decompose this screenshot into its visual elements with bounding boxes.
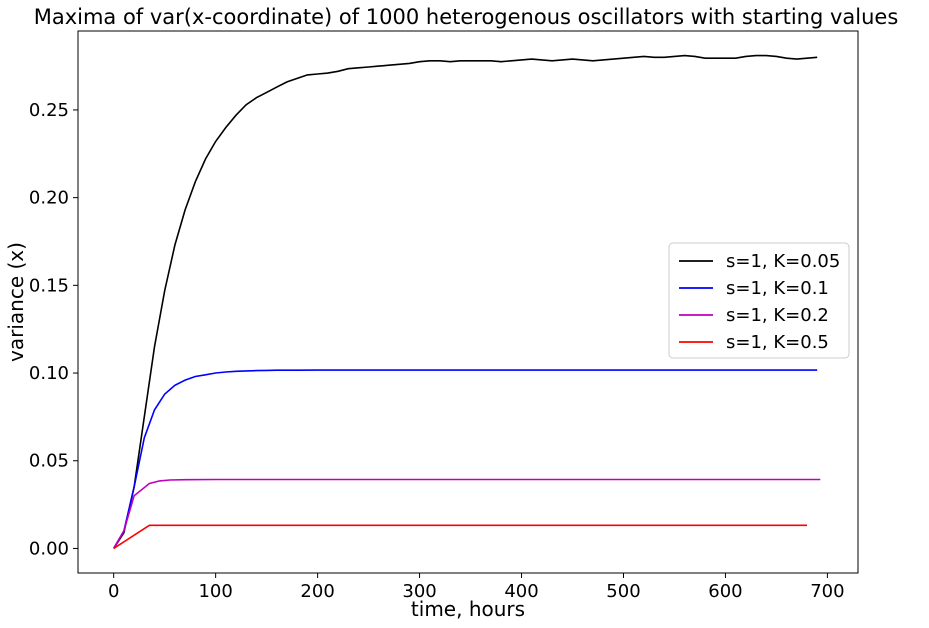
- series-line-2: [113, 478, 821, 549]
- x-tick-label: 100: [198, 581, 232, 602]
- y-tick-label: 0.05: [29, 451, 69, 472]
- series-line-1: [113, 369, 818, 549]
- x-axis: 0 100 200 300 400 500 600 700: [108, 573, 845, 602]
- x-tick-label: 700: [810, 581, 844, 602]
- y-tick-label: 0.10: [29, 363, 69, 384]
- y-tick-label: 0.00: [29, 538, 69, 559]
- series-line-3: [113, 524, 807, 550]
- legend: s=1, K=0.05 s=1, K=0.1 s=1, K=0.2 s=1, K=0.…: [668, 242, 850, 359]
- x-axis-title: time, hours: [411, 597, 525, 621]
- legend-entry-3: s=1, K=0.5: [726, 332, 829, 353]
- series-line-0: [113, 54, 818, 549]
- x-tick-label: 600: [708, 581, 742, 602]
- legend-box: [668, 242, 850, 359]
- x-tick-label: 0: [108, 581, 119, 602]
- y-tick-label: 0.15: [29, 275, 69, 296]
- x-tick-label: 200: [300, 581, 334, 602]
- legend-entry-1: s=1, K=0.1: [726, 278, 829, 299]
- y-axis-title: variance (x): [4, 242, 28, 362]
- y-tick-label: 0.25: [29, 100, 69, 121]
- x-tick-label: 300: [402, 581, 436, 602]
- y-tick-label: 0.20: [29, 188, 69, 209]
- legend-entry-0: s=1, K=0.05: [726, 251, 840, 272]
- legend-entry-2: s=1, K=0.2: [726, 305, 829, 326]
- plot-frame: [77, 30, 859, 574]
- plot-area: [113, 54, 821, 550]
- x-tick-label: 400: [504, 581, 538, 602]
- x-tick-label: 500: [606, 581, 640, 602]
- y-axis: 0.00 0.05 0.10 0.15 0.20 0.25: [29, 100, 78, 559]
- chart-title: Maxima of var(x-coordinate) of 1000 hete…: [34, 5, 899, 29]
